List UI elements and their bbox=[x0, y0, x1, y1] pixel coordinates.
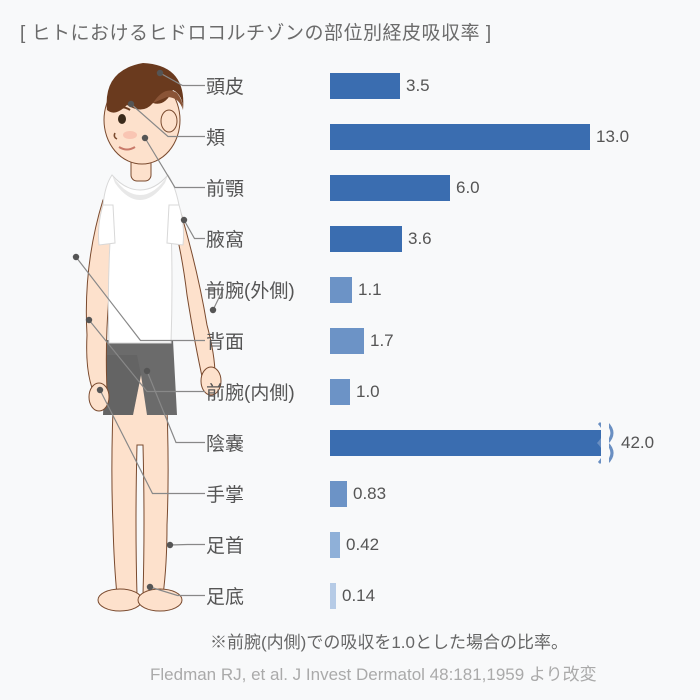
chart-row: 前腕(内側) 1.0 bbox=[200, 366, 685, 417]
bar-container: 1.1 bbox=[330, 277, 685, 303]
axis-break-icon bbox=[595, 423, 615, 463]
bar-container: 0.83 bbox=[330, 481, 685, 507]
chart-row: 前腕(外側) 1.1 bbox=[200, 264, 685, 315]
bar-container: 42.0 bbox=[330, 423, 685, 463]
body-part-label: 腋窩 bbox=[200, 225, 330, 252]
bar-container: 0.14 bbox=[330, 583, 685, 609]
body-part-label: 頬 bbox=[200, 123, 330, 150]
bar bbox=[330, 583, 336, 609]
chart-row: 背面 1.7 bbox=[200, 315, 685, 366]
value-label: 1.7 bbox=[370, 331, 394, 351]
bar bbox=[330, 175, 450, 201]
footnote: ※前腕(内側)での吸収を1.0とした場合の比率。 bbox=[210, 628, 568, 653]
value-label: 3.5 bbox=[406, 76, 430, 96]
value-label: 0.42 bbox=[346, 535, 379, 555]
chart-row: 足底 0.14 bbox=[200, 570, 685, 621]
body-part-label: 背面 bbox=[200, 327, 330, 354]
chart-row: 手掌 0.83 bbox=[200, 468, 685, 519]
bar-container: 0.42 bbox=[330, 532, 685, 558]
value-label: 42.0 bbox=[621, 433, 654, 453]
chart-row: 腋窩 3.6 bbox=[200, 213, 685, 264]
body-part-label: 前腕(外側) bbox=[200, 276, 330, 303]
bar-container: 1.7 bbox=[330, 328, 685, 354]
bar-container: 13.0 bbox=[330, 124, 685, 150]
value-label: 3.6 bbox=[408, 229, 432, 249]
bar bbox=[330, 379, 350, 405]
bar bbox=[330, 124, 590, 150]
bar-container: 3.5 bbox=[330, 73, 685, 99]
chart-row: 頬 13.0 bbox=[200, 111, 685, 162]
body-part-label: 前腕(内側) bbox=[200, 378, 330, 405]
bar bbox=[330, 532, 340, 558]
value-label: 1.0 bbox=[356, 382, 380, 402]
citation: Fledman RJ, et al. J Invest Dermatol 48:… bbox=[150, 660, 597, 685]
body-part-label: 頭皮 bbox=[200, 72, 330, 99]
value-label: 6.0 bbox=[456, 178, 480, 198]
body-part-label: 足底 bbox=[200, 582, 330, 609]
chart-row: 前顎 6.0 bbox=[200, 162, 685, 213]
value-label: 1.1 bbox=[358, 280, 382, 300]
bar-container: 1.0 bbox=[330, 379, 685, 405]
bar bbox=[330, 430, 605, 456]
body-part-label: 足首 bbox=[200, 531, 330, 558]
body-part-label: 陰嚢 bbox=[200, 429, 330, 456]
bar bbox=[330, 226, 402, 252]
bar bbox=[330, 481, 347, 507]
chart-row: 足首 0.42 bbox=[200, 519, 685, 570]
body-part-label: 前顎 bbox=[200, 174, 330, 201]
bar-container: 3.6 bbox=[330, 226, 685, 252]
value-label: 0.14 bbox=[342, 586, 375, 606]
chart-row: 頭皮 3.5 bbox=[200, 60, 685, 111]
chart-row: 陰嚢 42.0 bbox=[200, 417, 685, 468]
bar bbox=[330, 277, 352, 303]
page-title: [ ヒトにおけるヒドロコルチゾンの部位別経皮吸収率 ] bbox=[0, 0, 700, 55]
absorption-chart: 頭皮 3.5 頬 13.0 前顎 6.0 腋窩 3.6 前腕(外側) 1.1 背面 1.7 前腕(内側)… bbox=[200, 60, 685, 621]
bar bbox=[330, 73, 400, 99]
value-label: 13.0 bbox=[596, 127, 629, 147]
bar bbox=[330, 328, 364, 354]
value-label: 0.83 bbox=[353, 484, 386, 504]
bar-container: 6.0 bbox=[330, 175, 685, 201]
body-part-label: 手掌 bbox=[200, 480, 330, 507]
